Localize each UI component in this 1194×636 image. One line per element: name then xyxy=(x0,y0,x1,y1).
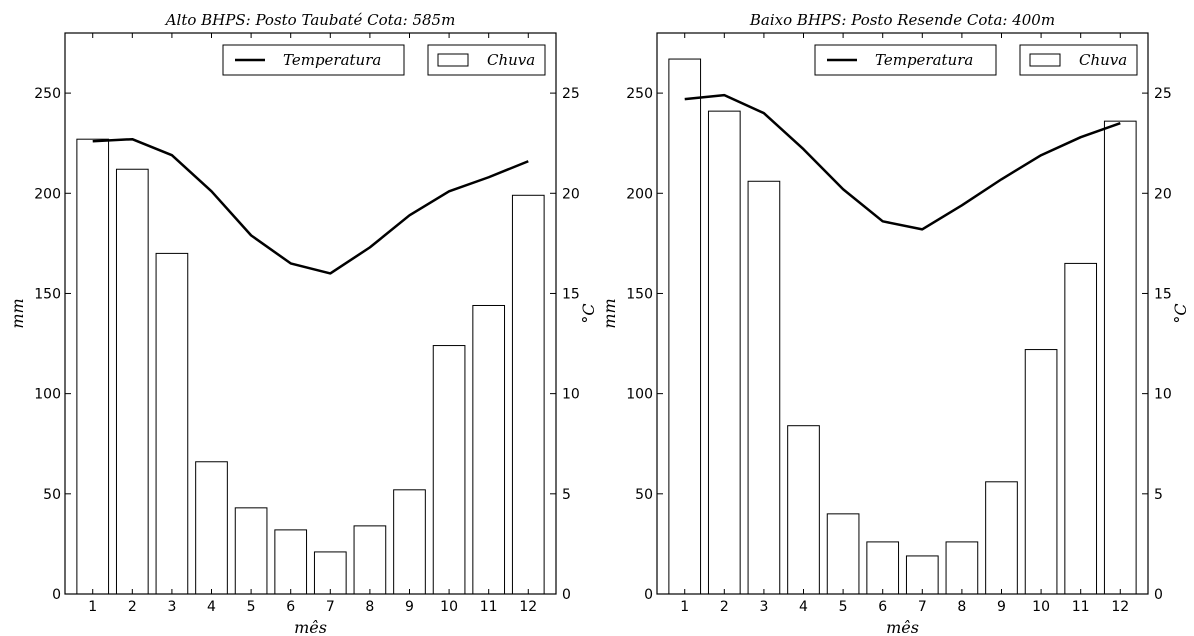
chart-title: Alto BHPS: Posto Taubaté Cota: 585m xyxy=(164,11,456,29)
y2-tick-label: 5 xyxy=(1154,487,1163,503)
legend-chuva-swatch xyxy=(1029,53,1061,67)
x-tick-label: 5 xyxy=(247,599,256,615)
y-tick-label: 0 xyxy=(644,587,653,603)
bar-chuva xyxy=(1064,262,1098,595)
bar-chuva xyxy=(747,180,781,595)
y-tick-label: 100 xyxy=(626,387,653,403)
y-tick-label: 200 xyxy=(34,186,61,202)
x-tick-label: 5 xyxy=(839,599,848,615)
bar-chuva xyxy=(707,110,741,595)
x-tick-label: 9 xyxy=(997,599,1006,615)
x-tick-label: 11 xyxy=(480,599,498,615)
y-tick-label: 0 xyxy=(52,587,61,603)
y-axis-label: mm xyxy=(600,298,619,328)
bar-chuva xyxy=(905,555,939,595)
y-tick-label: 200 xyxy=(626,186,653,202)
legend-chuva-box xyxy=(427,44,546,76)
y-tick-label: 50 xyxy=(43,487,61,503)
bar-chuva xyxy=(432,345,466,595)
x-tick-label: 10 xyxy=(440,599,458,615)
bar-chuva xyxy=(668,58,702,595)
bar-chuva xyxy=(353,525,387,595)
y2-tick-label: 5 xyxy=(562,487,571,503)
legend-temperatura-label: Temperatura xyxy=(875,51,973,69)
y2-tick-label: 0 xyxy=(562,587,571,603)
bar-chuva xyxy=(115,168,149,595)
x-tick-label: 1 xyxy=(88,599,97,615)
chart-panel-2: 1 2 3 4 5 6 7 8 9 10 11 120501001502002500510152025… xyxy=(600,11,1190,636)
bar-chuva xyxy=(195,461,228,595)
y-tick-label: 150 xyxy=(34,286,61,302)
y2-tick-label: 15 xyxy=(1154,286,1172,302)
x-tick-label: 4 xyxy=(207,599,216,615)
plot-frame xyxy=(656,32,1149,595)
x-axis-label: mês xyxy=(886,618,919,636)
y-tick-label: 250 xyxy=(34,86,61,102)
legend-chuva-label: Chuva xyxy=(487,51,535,69)
legend-chuva-label: Chuva xyxy=(1079,51,1127,69)
x-tick-label: 2 xyxy=(720,599,729,615)
line-temperatura xyxy=(684,93,1121,231)
bar-chuva xyxy=(511,194,545,595)
bar-chuva xyxy=(945,541,979,595)
legend-temperatura-label: Temperatura xyxy=(283,51,381,69)
y-axis-label: mm xyxy=(8,298,27,328)
y2-axis-label: °C xyxy=(579,303,598,323)
x-tick-label: 11 xyxy=(1072,599,1090,615)
x-tick-label: 7 xyxy=(326,599,335,615)
line-temperatura xyxy=(92,137,529,275)
chart-title: Baixo BHPS: Posto Resende Cota: 400m xyxy=(749,11,1055,29)
bar-chuva xyxy=(155,252,189,595)
bar-chuva xyxy=(76,138,110,595)
bar-chuva xyxy=(393,489,426,595)
y-tick-label: 50 xyxy=(635,487,653,503)
plot-frame xyxy=(64,32,557,595)
x-tick-label: 6 xyxy=(878,599,887,615)
x-tick-label: 6 xyxy=(286,599,295,615)
x-tick-label: 12 xyxy=(1111,599,1129,615)
bar-chuva xyxy=(1103,120,1137,595)
x-tick-label: 8 xyxy=(957,599,966,615)
y-tick-label: 250 xyxy=(626,86,653,102)
bar-chuva xyxy=(787,425,820,595)
y2-axis-label: °C xyxy=(1171,303,1190,323)
bar-chuva xyxy=(234,507,268,595)
bar-chuva xyxy=(866,541,900,595)
x-tick-label: 3 xyxy=(759,599,768,615)
x-tick-label: 8 xyxy=(365,599,374,615)
y2-tick-label: 20 xyxy=(1154,186,1172,202)
y-tick-label: 100 xyxy=(34,387,61,403)
y2-tick-label: 25 xyxy=(562,86,580,102)
chart-panel-1: 1 2 3 4 5 6 7 8 9 10 11 120501001502002500510152025… xyxy=(8,11,598,636)
x-tick-label: 10 xyxy=(1032,599,1050,615)
y2-tick-label: 25 xyxy=(1154,86,1172,102)
bar-chuva xyxy=(826,513,860,595)
y2-tick-label: 10 xyxy=(562,387,580,403)
y2-tick-label: 0 xyxy=(1154,587,1163,603)
bar-chuva xyxy=(274,529,308,595)
x-tick-label: 3 xyxy=(167,599,176,615)
x-tick-label: 12 xyxy=(519,599,537,615)
bar-chuva xyxy=(1024,349,1058,595)
bar-chuva xyxy=(985,481,1018,595)
bar-chuva xyxy=(313,551,347,595)
y2-tick-label: 20 xyxy=(562,186,580,202)
legend-chuva-swatch xyxy=(437,53,469,67)
x-tick-label: 1 xyxy=(680,599,689,615)
y2-tick-label: 10 xyxy=(1154,387,1172,403)
y2-tick-label: 15 xyxy=(562,286,580,302)
x-axis-label: mês xyxy=(294,618,327,636)
y-tick-label: 150 xyxy=(626,286,653,302)
x-tick-label: 9 xyxy=(405,599,414,615)
x-tick-label: 2 xyxy=(128,599,137,615)
x-tick-label: 4 xyxy=(799,599,808,615)
bar-chuva xyxy=(472,304,506,595)
x-tick-label: 7 xyxy=(918,599,927,615)
